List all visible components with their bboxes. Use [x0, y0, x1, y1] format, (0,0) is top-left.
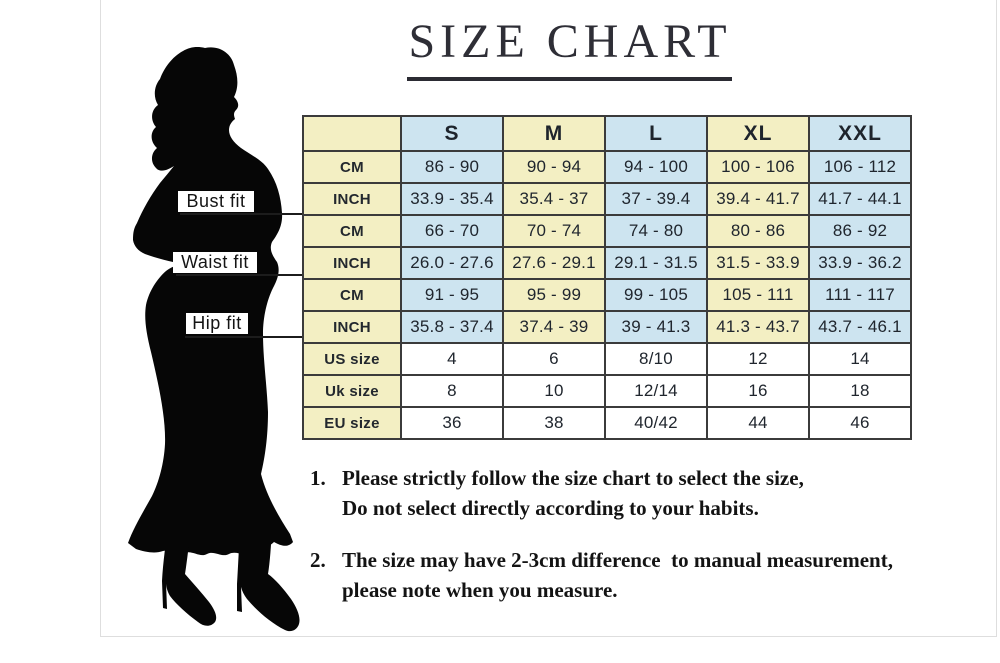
table-row: EU size 36 38 40/42 44 46	[302, 406, 912, 440]
table-row: INCH 33.9 - 35.4 35.4 - 37 37 - 39.4 39.4 - …	[302, 182, 912, 216]
table-value-cell: 6	[502, 342, 606, 376]
note-2-line-1: The size may have 2-3cm difference to ma…	[342, 548, 893, 572]
note-1: 1. Please strictly follow the size chart…	[310, 463, 930, 523]
table-value-cell: 86 - 92	[808, 214, 912, 248]
table-value-cell: 41.7 - 44.1	[808, 182, 912, 216]
table-value-cell: 26.0 - 27.6	[400, 246, 504, 280]
table-value-cell: 14	[808, 342, 912, 376]
legs-and-heels	[162, 526, 300, 632]
table-row: INCH 35.8 - 37.4 37.4 - 39 39 - 41.3 41.3 - …	[302, 310, 912, 344]
table-value-cell: 43.7 - 46.1	[808, 310, 912, 344]
row-label-cell: INCH	[302, 182, 402, 216]
frame-line-right	[996, 0, 997, 637]
frame-line-bottom	[100, 636, 997, 637]
hip-measure-line	[185, 336, 302, 338]
table-row: Uk size 8 10 12/14 16 18	[302, 374, 912, 408]
row-label-cell: US size	[302, 342, 402, 376]
table-value-cell: 94 - 100	[604, 150, 708, 184]
size-column-header: L	[604, 115, 708, 152]
row-label-cell: CM	[302, 278, 402, 312]
table-value-cell: 31.5 - 33.9	[706, 246, 810, 280]
waist-measure-line	[176, 274, 302, 276]
note-1-number: 1.	[310, 466, 326, 490]
table-corner-cell	[302, 115, 402, 152]
table-value-cell: 39 - 41.3	[604, 310, 708, 344]
note-1-line-1: Please strictly follow the size chart to…	[342, 466, 804, 490]
table-value-cell: 86 - 90	[400, 150, 504, 184]
table-value-cell: 8/10	[604, 342, 708, 376]
table-header-row: S M L XL XXL	[302, 115, 912, 152]
table-value-cell: 70 - 74	[502, 214, 606, 248]
table-row: US size 4 6 8/10 12 14	[302, 342, 912, 376]
note-1-line-2: Do not select directly according to your…	[342, 496, 759, 520]
bust-fit-label: Bust fit	[178, 191, 254, 212]
table-value-cell: 35.4 - 37	[502, 182, 606, 216]
table-value-cell: 27.6 - 29.1	[502, 246, 606, 280]
table-row: CM 66 - 70 70 - 74 74 - 80 80 - 86 86 - 92	[302, 214, 912, 248]
table-value-cell: 40/42	[604, 406, 708, 440]
table-value-cell: 95 - 99	[502, 278, 606, 312]
table-value-cell: 36	[400, 406, 504, 440]
table-value-cell: 37 - 39.4	[604, 182, 708, 216]
page-title: SIZE CHART	[408, 15, 732, 68]
table-value-cell: 46	[808, 406, 912, 440]
table-value-cell: 12/14	[604, 374, 708, 408]
row-label-cell: INCH	[302, 310, 402, 344]
size-column-header: XL	[706, 115, 810, 152]
bust-measure-line	[180, 213, 302, 215]
table-value-cell: 99 - 105	[604, 278, 708, 312]
table-value-cell: 111 - 117	[808, 278, 912, 312]
table-value-cell: 35.8 - 37.4	[400, 310, 504, 344]
table-value-cell: 44	[706, 406, 810, 440]
size-column-header: XXL	[808, 115, 912, 152]
row-label-cell: EU size	[302, 406, 402, 440]
table-value-cell: 41.3 - 43.7	[706, 310, 810, 344]
table-value-cell: 74 - 80	[604, 214, 708, 248]
table-value-cell: 10	[502, 374, 606, 408]
size-table: S M L XL XXL CM 86 - 90 90 - 94 94 - 100 100 - 10…	[302, 115, 912, 440]
table-value-cell: 33.9 - 35.4	[400, 182, 504, 216]
table-value-cell: 100 - 106	[706, 150, 810, 184]
table-value-cell: 106 - 112	[808, 150, 912, 184]
row-label-cell: INCH	[302, 246, 402, 280]
table-value-cell: 38	[502, 406, 606, 440]
table-row: INCH 26.0 - 27.6 27.6 - 29.1 29.1 - 31.5 31.…	[302, 246, 912, 280]
waist-fit-label: Waist fit	[173, 252, 257, 273]
note-2-number: 2.	[310, 548, 326, 572]
hip-fit-label: Hip fit	[186, 313, 248, 334]
row-label-cell: Uk size	[302, 374, 402, 408]
note-2: 2. The size may have 2-3cm difference to…	[310, 545, 990, 605]
size-column-header: S	[400, 115, 504, 152]
table-value-cell: 18	[808, 374, 912, 408]
table-value-cell: 39.4 - 41.7	[706, 182, 810, 216]
row-label-cell: CM	[302, 150, 402, 184]
row-label-cell: CM	[302, 214, 402, 248]
table-value-cell: 12	[706, 342, 810, 376]
table-value-cell: 90 - 94	[502, 150, 606, 184]
table-value-cell: 16	[706, 374, 810, 408]
note-2-line-2: please note when you measure.	[342, 578, 618, 602]
table-value-cell: 4	[400, 342, 504, 376]
title-underline	[407, 77, 732, 81]
table-value-cell: 33.9 - 36.2	[808, 246, 912, 280]
frame-line-left	[100, 0, 101, 637]
table-value-cell: 80 - 86	[706, 214, 810, 248]
table-value-cell: 29.1 - 31.5	[604, 246, 708, 280]
table-value-cell: 37.4 - 39	[502, 310, 606, 344]
size-column-header: M	[502, 115, 606, 152]
table-value-cell: 91 - 95	[400, 278, 504, 312]
table-row: CM 91 - 95 95 - 99 99 - 105 105 - 111 111 - 1…	[302, 278, 912, 312]
table-value-cell: 105 - 111	[706, 278, 810, 312]
table-value-cell: 8	[400, 374, 504, 408]
table-row: CM 86 - 90 90 - 94 94 - 100 100 - 106 106 - 1…	[302, 150, 912, 184]
table-value-cell: 66 - 70	[400, 214, 504, 248]
